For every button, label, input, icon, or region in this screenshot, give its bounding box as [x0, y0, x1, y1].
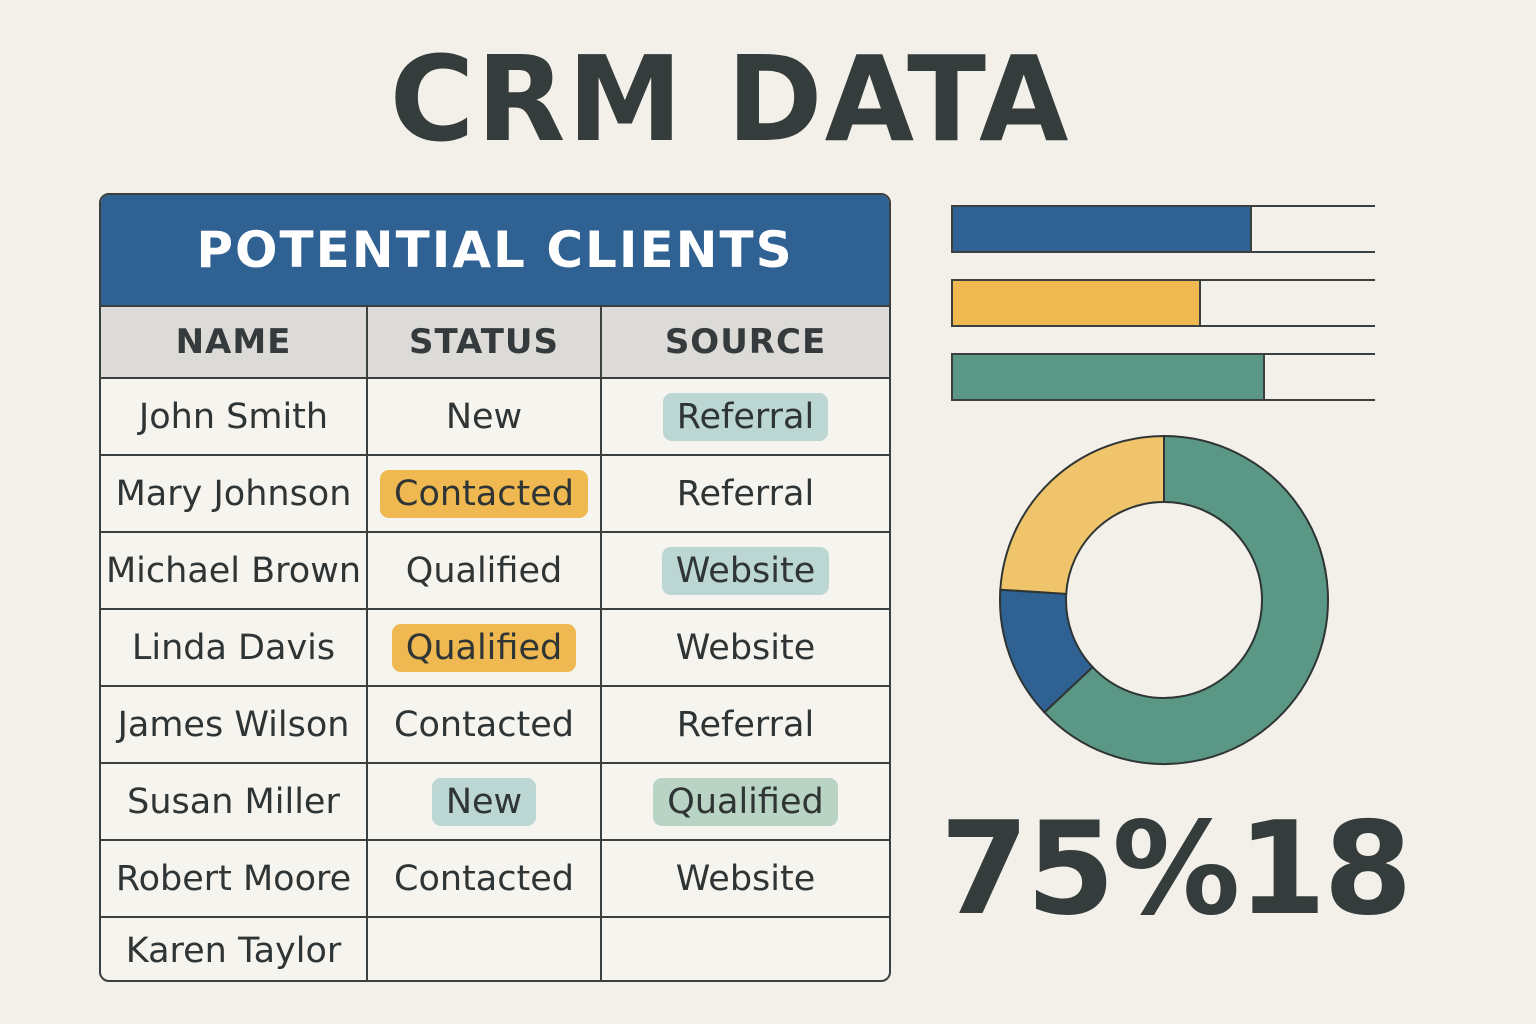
source-cell: Referral: [601, 378, 889, 456]
stat-percent: 75%: [940, 795, 1240, 944]
donut-chart: [999, 434, 1329, 765]
status-cell: New: [367, 378, 602, 456]
name-text: Mary Johnson: [115, 473, 352, 514]
status-cell: Qualified: [367, 609, 602, 687]
table-row[interactable]: Robert Moore Contacted Website: [101, 840, 889, 918]
source-text: Website: [675, 627, 816, 668]
table-row[interactable]: John Smith New Referral: [101, 378, 889, 456]
status-badge: Qualified: [391, 623, 577, 672]
table-row[interactable]: Susan Miller New Qualified: [101, 763, 889, 841]
status-cell: [367, 917, 602, 980]
status-text: Qualified: [405, 550, 563, 591]
status-badge: Contacted: [380, 469, 588, 518]
source-badge: Referral: [662, 392, 829, 441]
client-name-cell: Karen Taylor: [101, 917, 368, 980]
bar-fill: [951, 353, 1265, 401]
potential-clients-table: POTENTIAL CLIENTS NAME STATUS SOURCE Joh…: [99, 193, 891, 982]
stat-count: 18: [1237, 795, 1412, 944]
table-row[interactable]: Michael Brown Qualified Website: [101, 532, 889, 610]
bar-fill: [951, 279, 1202, 327]
status-badge: New: [431, 777, 537, 826]
name-text: Karen Taylor: [125, 931, 342, 971]
name-text: Robert Moore: [115, 858, 352, 899]
name-text: James Wilson: [117, 704, 350, 745]
table-row[interactable]: Linda Davis Qualified Website: [101, 609, 889, 687]
bar-track: [951, 205, 1375, 253]
stats-row: 75% 18: [940, 795, 1413, 944]
name-text: John Smith: [138, 396, 329, 437]
bar-track: [951, 279, 1375, 327]
source-cell: Website: [601, 840, 889, 918]
bar-track: [951, 353, 1375, 401]
column-header-name[interactable]: NAME: [101, 307, 368, 379]
client-name-cell: Susan Miller: [101, 763, 368, 841]
source-text: Website: [675, 858, 816, 899]
table-row[interactable]: Karen Taylor: [101, 917, 889, 980]
source-cell: Referral: [601, 455, 889, 533]
donut-slice: [1043, 434, 1329, 765]
column-header-source[interactable]: SOURCE: [601, 307, 889, 379]
status-cell: Contacted: [367, 840, 602, 918]
status-text: New: [445, 396, 523, 437]
status-cell: Contacted: [367, 455, 602, 533]
client-name-cell: John Smith: [101, 378, 368, 456]
name-text: Linda Davis: [131, 627, 336, 668]
status-cell: Qualified: [367, 532, 602, 610]
table-header-row: NAME STATUS SOURCE: [101, 307, 889, 379]
source-badge: Website: [661, 546, 830, 595]
status-cell: New: [367, 763, 602, 841]
client-name-cell: Linda Davis: [101, 609, 368, 687]
source-cell: Website: [601, 609, 889, 687]
name-text: Susan Miller: [127, 781, 340, 822]
clients-table: NAME STATUS SOURCE John Smith New Referral…: [101, 307, 889, 980]
client-name-cell: James Wilson: [101, 686, 368, 764]
client-name-cell: Mary Johnson: [101, 455, 368, 533]
source-text: Referral: [676, 704, 815, 745]
source-cell: Referral: [601, 686, 889, 764]
status-cell: Contacted: [367, 686, 602, 764]
donut-slice: [999, 434, 1165, 595]
client-name-cell: Michael Brown: [101, 532, 368, 610]
bar-fill: [951, 205, 1253, 253]
status-text: Contacted: [394, 704, 574, 745]
source-text: Referral: [676, 473, 815, 514]
source-cell: Website: [601, 532, 889, 610]
client-name-cell: Robert Moore: [101, 840, 368, 918]
progress-bars-chart: [951, 205, 1375, 427]
source-badge: Qualified: [653, 777, 838, 826]
table-title: POTENTIAL CLIENTS: [101, 195, 889, 307]
table-body: John Smith New Referral Mary Johnson Contact…: [101, 378, 889, 980]
source-cell: Qualified: [601, 763, 889, 841]
source-cell: [601, 917, 889, 980]
name-text: Michael Brown: [105, 550, 362, 591]
page-title: CRM DATA: [389, 30, 1071, 168]
table-row[interactable]: James Wilson Contacted Referral: [101, 686, 889, 764]
status-text: Contacted: [394, 858, 574, 899]
table-row[interactable]: Mary Johnson Contacted Referral: [101, 455, 889, 533]
column-header-status[interactable]: STATUS: [367, 307, 602, 379]
